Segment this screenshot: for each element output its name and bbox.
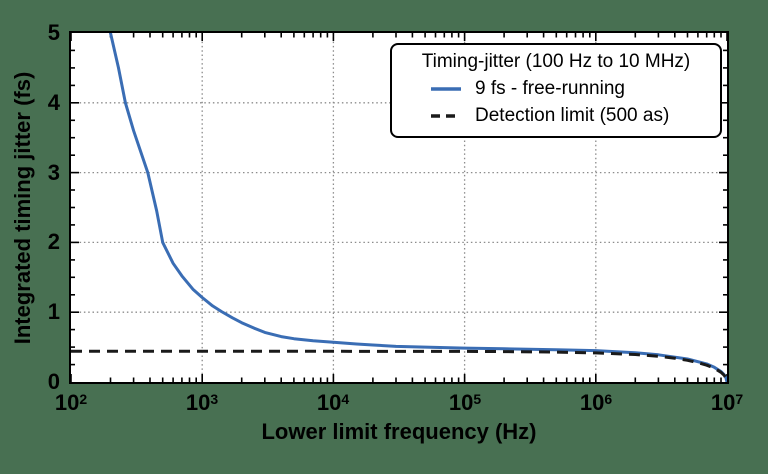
x-tick-label: 105 [448, 390, 482, 415]
x-tick-label: 102 [54, 390, 88, 415]
legend-title: Timing-jitter (100 Hz to 10 MHz) [421, 51, 691, 72]
x-tick-label: 103 [185, 390, 219, 415]
legend-entry-detection-limit: Detection limit (500 as) [402, 102, 710, 129]
legend-entry-label: Detection limit (500 as) [475, 104, 670, 126]
y-tick-label: 5 [47, 20, 60, 45]
y-tick-label: 3 [47, 160, 60, 185]
legend-line-sample-dashed [431, 113, 461, 118]
x-axis-label: Lower limit frequency (Hz) [261, 419, 537, 444]
legend-entry-free-running: 9 fs - free-running [402, 75, 710, 102]
chart-canvas [71, 33, 727, 382]
y-tick-label: 1 [47, 299, 60, 324]
x-tick-label: 107 [710, 390, 744, 415]
legend: Timing-jitter (100 Hz to 10 MHz) 9 fs - … [390, 43, 722, 138]
x-tick-label: 106 [579, 390, 613, 415]
plot-area: Timing-jitter (100 Hz to 10 MHz) 9 fs - … [69, 31, 729, 384]
legend-entry-label: 9 fs - free-running [475, 77, 625, 99]
y-tick-label: 4 [47, 90, 60, 115]
x-tick-label: 104 [316, 390, 350, 415]
y-tick-label: 2 [47, 229, 60, 254]
legend-line-sample-solid [431, 86, 461, 91]
y-tick-label: 0 [47, 369, 60, 394]
